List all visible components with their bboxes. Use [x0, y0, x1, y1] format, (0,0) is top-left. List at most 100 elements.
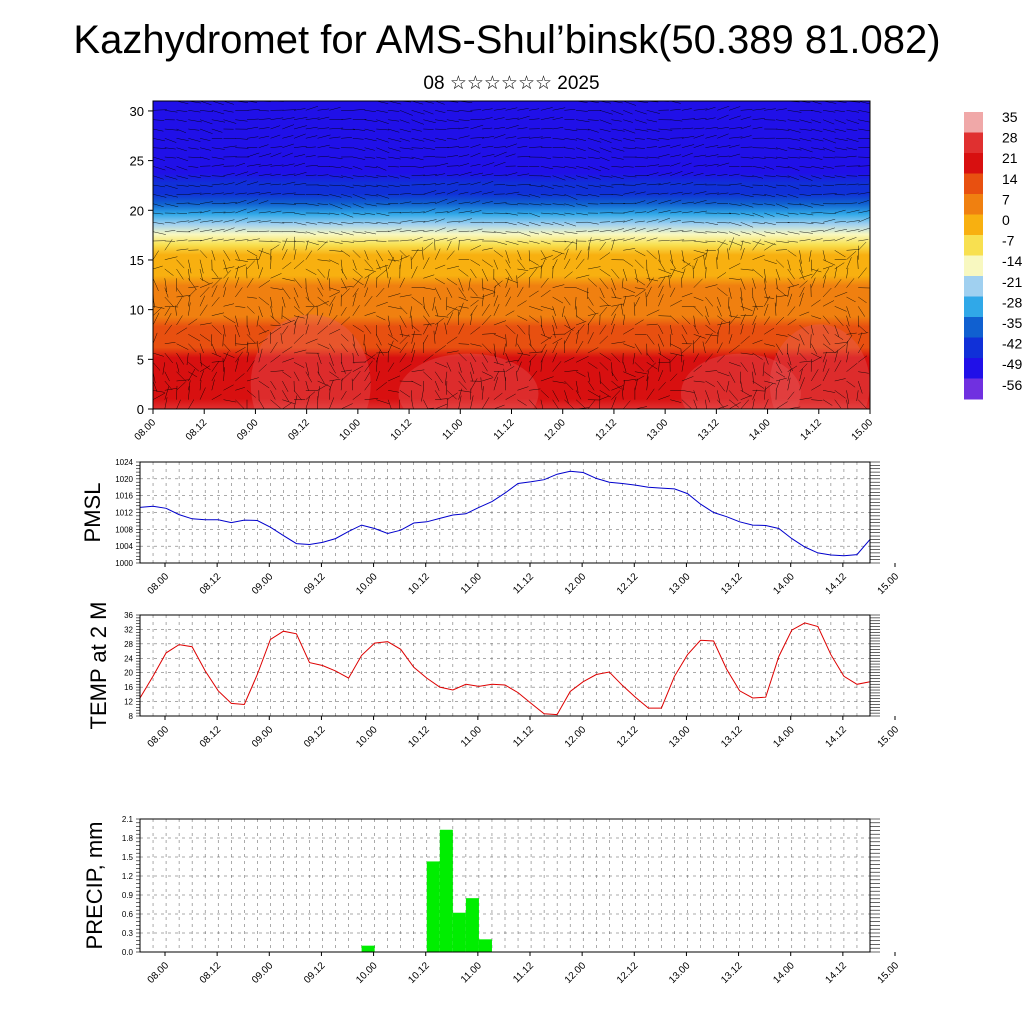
wind-line — [740, 240, 751, 244]
wind-line — [482, 162, 495, 167]
wind-line — [622, 295, 627, 307]
wind-line — [293, 154, 306, 158]
wind-line — [576, 194, 588, 197]
wind-line — [176, 220, 190, 223]
wind-line — [693, 143, 705, 148]
wind-line — [364, 119, 378, 123]
wind-line — [705, 126, 718, 130]
wind-line — [387, 362, 395, 372]
wind-line — [787, 278, 795, 287]
wind-line — [329, 287, 340, 292]
wind-line — [164, 287, 169, 298]
wind-line — [587, 184, 601, 188]
wind-line — [376, 119, 389, 124]
wind-line — [799, 377, 805, 391]
wind-line — [658, 128, 673, 131]
wind-line — [211, 312, 225, 316]
wind-line — [176, 239, 188, 242]
wind-line — [869, 203, 870, 204]
wind-line — [634, 375, 645, 382]
wind-line — [775, 240, 789, 244]
heatmap-x-tick-label: 12.12 — [594, 417, 620, 443]
wind-line — [529, 240, 540, 244]
wind-line — [164, 313, 172, 326]
pmsl-x-tick-label: 12.00 — [563, 571, 589, 597]
wind-line — [634, 259, 644, 269]
wind-line — [528, 353, 537, 363]
temp-y-axis-title: TEMP at 2 M — [86, 602, 111, 730]
wind-line — [540, 390, 549, 398]
wind-line — [822, 119, 835, 125]
wind-line — [811, 184, 822, 188]
wind-line — [434, 322, 439, 335]
wind-line — [352, 352, 355, 364]
wind-line — [623, 259, 634, 267]
wind-line — [341, 194, 352, 198]
wind-line — [423, 287, 436, 290]
wind-line — [164, 256, 178, 260]
precip-y-tick-label: 0.3 — [122, 929, 134, 938]
wind-line — [611, 228, 625, 232]
wind-line — [811, 399, 823, 401]
wind-line — [670, 220, 681, 223]
wind-line — [399, 110, 413, 116]
wind-line — [423, 208, 436, 214]
wind-line — [270, 222, 285, 224]
wind-line — [717, 240, 728, 245]
wind-line — [327, 268, 330, 280]
wind-line — [317, 362, 320, 376]
wind-line — [811, 352, 822, 359]
wind-line — [857, 343, 864, 354]
wind-line — [188, 156, 201, 158]
wind-line — [411, 220, 426, 223]
wind-line — [505, 153, 516, 158]
wind-line — [693, 183, 707, 186]
pmsl-x-tick-label: 14.00 — [771, 571, 797, 597]
wind-line — [482, 127, 493, 130]
wind-line — [235, 277, 240, 288]
wind-line — [235, 343, 249, 346]
wind-line — [246, 209, 258, 214]
wind-line — [670, 183, 681, 186]
wind-line — [164, 268, 174, 276]
wind-line — [620, 303, 624, 316]
wind-line — [482, 231, 496, 233]
wind-line — [574, 296, 577, 310]
wind-line — [376, 230, 390, 232]
wind-line — [470, 362, 475, 374]
wind-line — [693, 240, 708, 243]
wind-line — [446, 350, 459, 354]
precip-x-tick-label: 12.00 — [563, 960, 589, 986]
wind-line — [516, 370, 518, 382]
wind-line — [376, 334, 382, 346]
colorbar-label: -49 — [1002, 356, 1022, 372]
wind-line — [188, 110, 201, 113]
wind-line — [235, 347, 246, 354]
wind-line — [434, 318, 444, 326]
wind-line — [787, 286, 790, 298]
wind-line — [693, 259, 698, 270]
wind-line — [493, 285, 496, 298]
wind-line — [658, 285, 664, 298]
wind-line — [246, 266, 248, 279]
wind-line — [258, 191, 272, 195]
wind-line — [364, 360, 373, 372]
wind-line — [352, 343, 359, 357]
wind-line — [223, 172, 235, 176]
wind-line — [211, 183, 224, 186]
pmsl-y-tick-label: 1024 — [115, 458, 133, 467]
wind-line — [293, 395, 298, 409]
wind-line — [611, 183, 625, 186]
wind-line — [775, 119, 787, 122]
wind-line — [211, 394, 222, 400]
wind-line — [388, 119, 400, 122]
wind-line — [740, 306, 753, 311]
wind-line — [352, 305, 360, 316]
wind-line — [799, 273, 813, 279]
wind-line — [364, 175, 379, 179]
wind-line — [258, 338, 268, 344]
wind-line — [444, 371, 448, 386]
wind-line — [376, 352, 388, 354]
wind-line — [658, 352, 670, 361]
wind-line — [846, 202, 858, 204]
